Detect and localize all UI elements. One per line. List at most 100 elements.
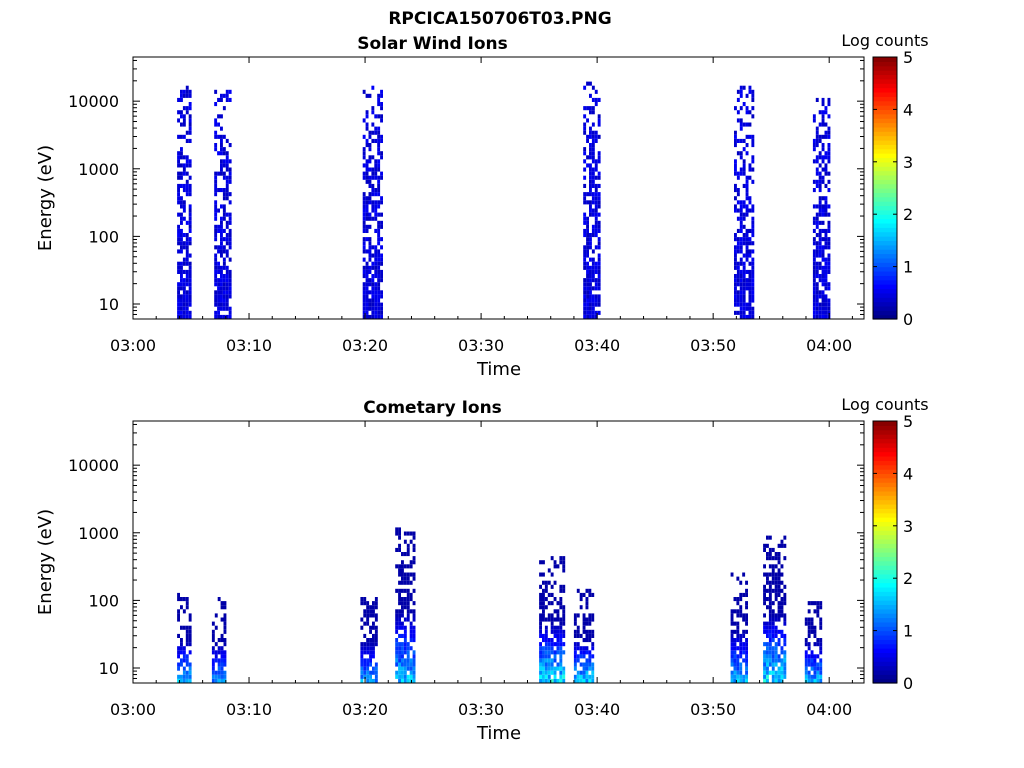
data-cell xyxy=(734,143,737,148)
data-cell xyxy=(586,253,589,258)
colorbar-segment xyxy=(873,621,897,627)
plot-area xyxy=(133,57,864,319)
data-cell xyxy=(180,228,183,233)
data-cell xyxy=(734,294,737,299)
data-cell xyxy=(185,163,189,168)
data-cell xyxy=(751,294,755,299)
data-cell xyxy=(365,269,369,274)
data-cell xyxy=(185,278,189,283)
data-cell xyxy=(220,298,223,303)
data-cell xyxy=(821,167,825,172)
data-cell xyxy=(777,560,781,565)
data-cell xyxy=(362,314,366,319)
data-cell xyxy=(768,617,772,622)
data-cell xyxy=(182,650,186,655)
data-cell xyxy=(824,310,828,315)
data-cell xyxy=(821,253,825,258)
data-cell xyxy=(559,650,563,655)
data-cell xyxy=(768,625,772,630)
data-cell xyxy=(368,134,372,139)
data-cell xyxy=(821,245,825,250)
data-cell xyxy=(766,654,769,659)
data-cell xyxy=(742,183,746,188)
data-cell xyxy=(403,588,407,593)
colorbar-segment xyxy=(873,284,897,290)
data-cell xyxy=(185,633,189,638)
data-cell xyxy=(222,282,226,287)
data-cell xyxy=(573,662,577,667)
data-cell xyxy=(812,188,816,193)
data-cell xyxy=(579,592,583,597)
data-cell xyxy=(597,253,601,258)
colorbar-segment xyxy=(873,70,897,76)
data-cell xyxy=(220,274,223,279)
data-cell xyxy=(371,200,375,205)
data-cell xyxy=(366,658,370,663)
data-cell xyxy=(594,175,598,180)
burst xyxy=(804,601,823,683)
data-cell xyxy=(228,245,232,250)
data-cell xyxy=(745,302,749,307)
data-cell xyxy=(730,678,734,683)
data-cell xyxy=(766,629,769,634)
data-cell xyxy=(412,556,416,561)
data-cell xyxy=(403,625,407,630)
data-cell xyxy=(182,204,186,209)
data-cell xyxy=(409,629,413,634)
data-cell xyxy=(812,290,816,295)
data-cell xyxy=(188,662,192,667)
data-cell xyxy=(597,114,601,119)
data-cell xyxy=(736,241,740,246)
data-cell xyxy=(403,678,407,683)
data-cell xyxy=(409,609,413,614)
data-cell xyxy=(409,625,413,630)
data-cell xyxy=(362,147,366,152)
data-cell xyxy=(188,642,192,647)
data-cell xyxy=(559,670,563,675)
data-cell xyxy=(733,670,737,675)
data-cell xyxy=(371,310,375,315)
data-cell xyxy=(371,302,375,307)
data-cell xyxy=(182,609,186,614)
data-cell xyxy=(576,674,580,679)
data-cell xyxy=(182,155,186,160)
data-cell xyxy=(371,167,375,172)
data-cell xyxy=(220,278,223,283)
data-cell xyxy=(730,572,734,577)
data-cell xyxy=(217,666,221,671)
data-cell xyxy=(739,670,743,675)
data-cell xyxy=(745,638,748,643)
data-cell xyxy=(222,302,226,307)
data-cell xyxy=(739,155,743,160)
data-cell xyxy=(371,171,375,176)
data-cell xyxy=(742,237,746,242)
data-cell xyxy=(582,629,586,634)
data-cell xyxy=(751,224,755,229)
data-cell xyxy=(406,543,410,548)
data-cell xyxy=(589,237,592,242)
data-cell xyxy=(225,89,229,94)
data-cell xyxy=(597,134,601,139)
data-cell xyxy=(180,122,183,127)
data-cell xyxy=(377,274,381,279)
data-cell xyxy=(774,646,778,651)
data-cell xyxy=(739,126,743,131)
data-cell xyxy=(369,650,372,655)
data-cell xyxy=(763,588,766,593)
data-cell xyxy=(214,253,218,258)
data-cell xyxy=(403,642,407,647)
data-cell xyxy=(589,130,592,135)
data-cell xyxy=(766,576,769,581)
data-cell xyxy=(734,310,737,315)
data-cell xyxy=(403,617,407,622)
data-cell xyxy=(401,650,404,655)
data-cell xyxy=(228,269,232,274)
data-cell xyxy=(539,621,542,626)
data-cell xyxy=(406,658,410,663)
data-cell xyxy=(401,613,404,618)
data-cell xyxy=(736,678,740,683)
data-cell xyxy=(220,282,223,287)
burst xyxy=(395,527,416,683)
data-cell xyxy=(185,192,189,197)
